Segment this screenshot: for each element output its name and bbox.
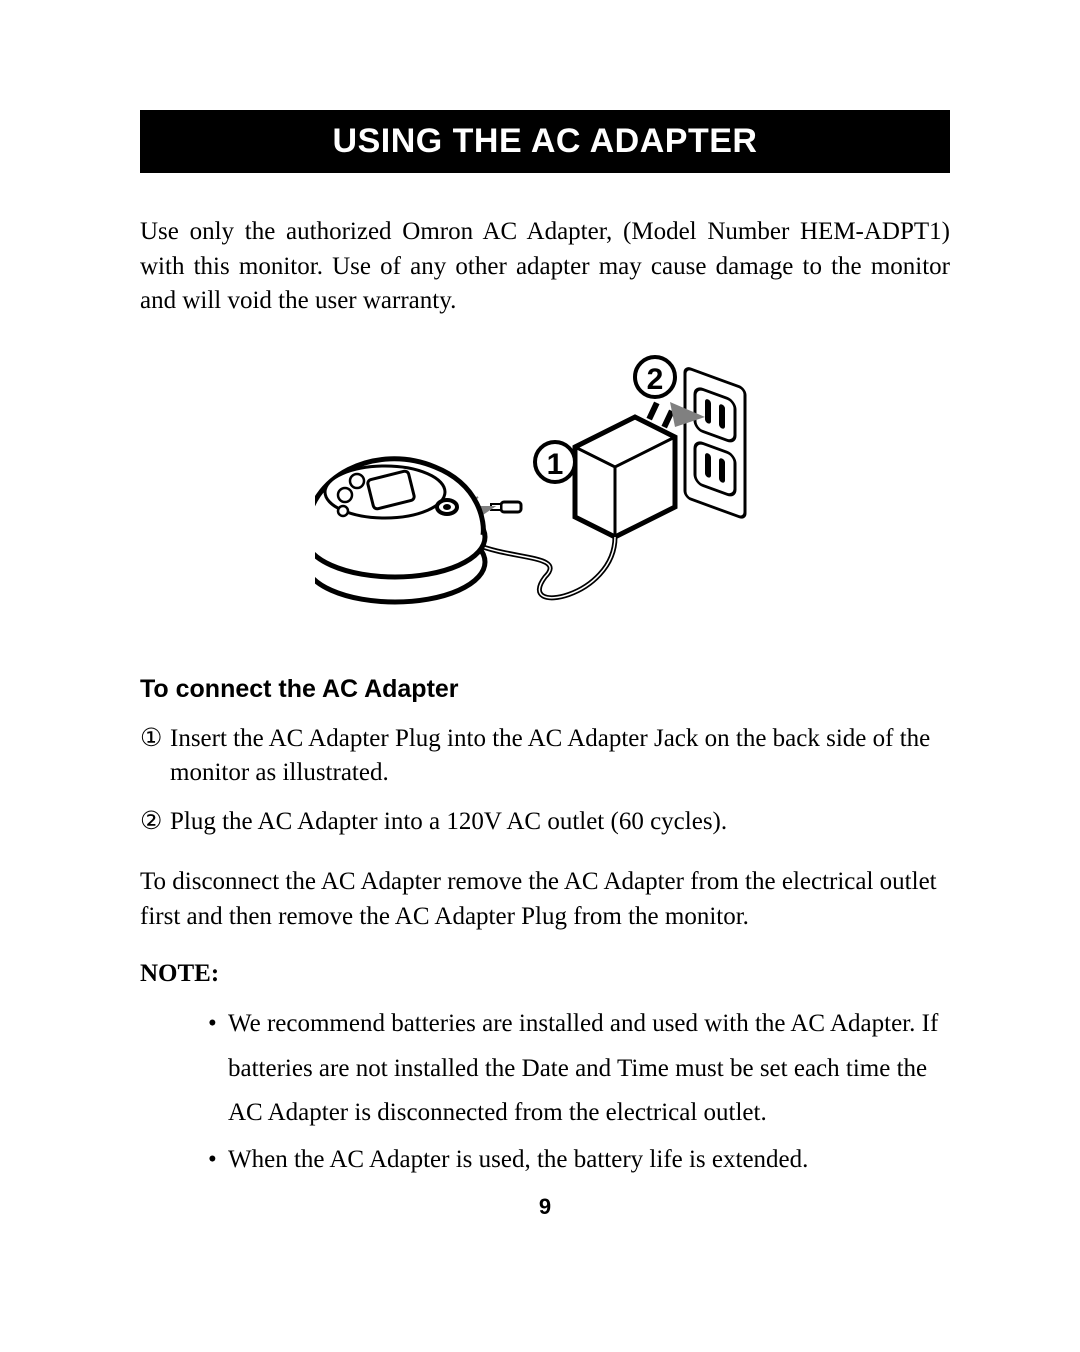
step-marker: ② bbox=[140, 805, 170, 840]
note-label: NOTE: bbox=[140, 960, 950, 988]
note-item: • When the AC Adapter is used, the batte… bbox=[208, 1138, 950, 1183]
page-number: 9 bbox=[140, 1194, 950, 1220]
note-text: When the AC Adapter is used, the battery… bbox=[228, 1138, 950, 1183]
note-item: • We recommend batteries are installed a… bbox=[208, 1002, 950, 1136]
adapter-illustration: 1 2 bbox=[315, 347, 775, 647]
section-title: USING THE AC ADAPTER bbox=[140, 110, 950, 173]
notes-list: • We recommend batteries are installed a… bbox=[140, 1002, 950, 1182]
bullet-icon: • bbox=[208, 1138, 228, 1183]
svg-text:1: 1 bbox=[547, 448, 564, 481]
intro-paragraph: Use only the authorized Omron AC Adapter… bbox=[140, 215, 950, 319]
step-marker: ① bbox=[140, 722, 170, 791]
step-1: ① Insert the AC Adapter Plug into the AC… bbox=[140, 722, 950, 791]
step-2: ② Plug the AC Adapter into a 120V AC out… bbox=[140, 805, 950, 840]
step-text: Plug the AC Adapter into a 120V AC outle… bbox=[170, 805, 950, 840]
svg-text:2: 2 bbox=[647, 363, 664, 396]
steps-list: ① Insert the AC Adapter Plug into the AC… bbox=[140, 722, 950, 840]
note-text: We recommend batteries are installed and… bbox=[228, 1002, 950, 1136]
bullet-icon: • bbox=[208, 1002, 228, 1136]
disconnect-paragraph: To disconnect the AC Adapter remove the … bbox=[140, 865, 950, 934]
step-text: Insert the AC Adapter Plug into the AC A… bbox=[170, 722, 950, 791]
connect-heading: To connect the AC Adapter bbox=[140, 675, 950, 704]
